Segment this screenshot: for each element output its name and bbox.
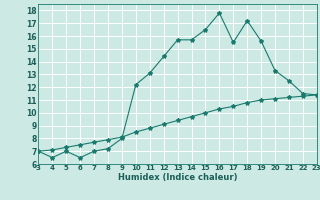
X-axis label: Humidex (Indice chaleur): Humidex (Indice chaleur) (118, 173, 237, 182)
